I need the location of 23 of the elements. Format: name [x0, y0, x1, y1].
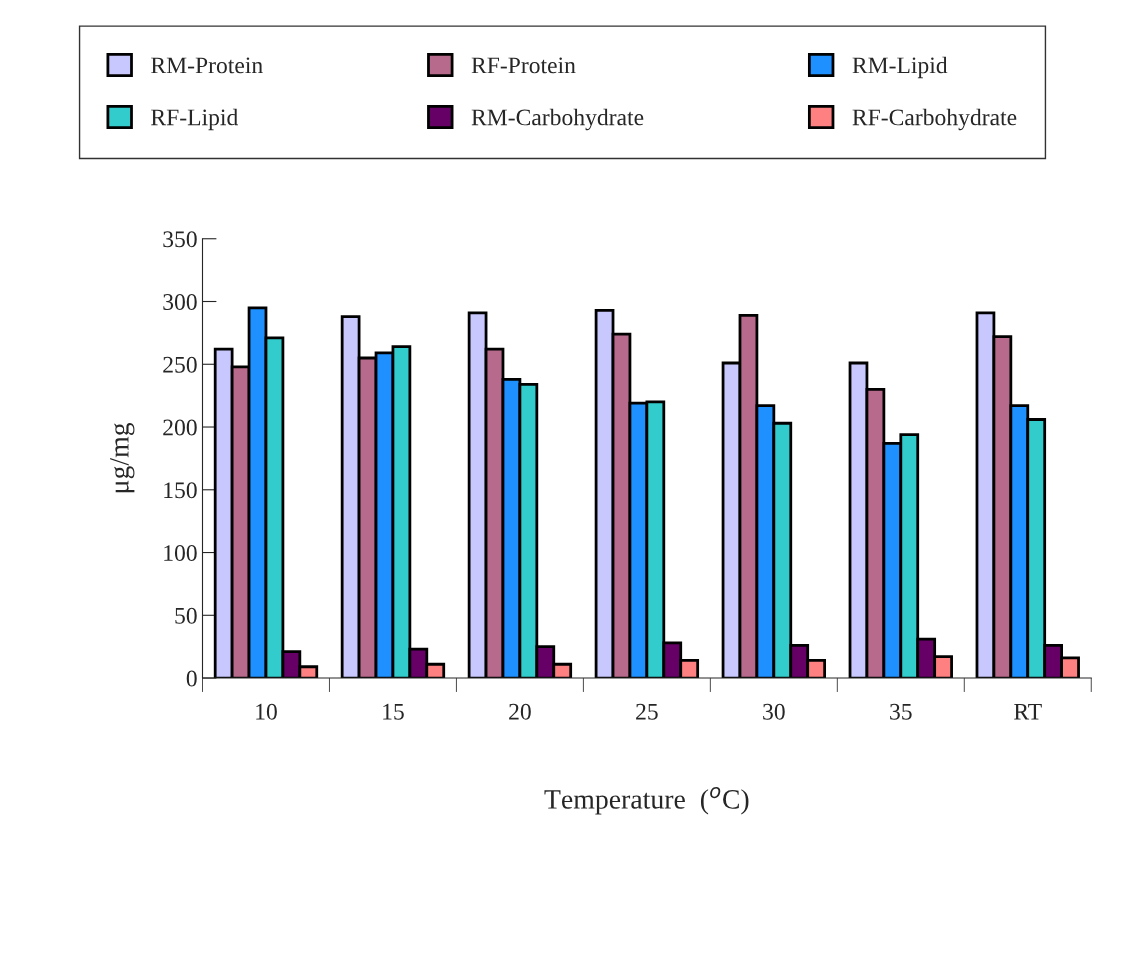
- x-tick-label: 15: [383, 703, 404, 720]
- x-tick-label: 30: [763, 703, 785, 720]
- y-tick-label: 350: [163, 231, 197, 248]
- x-tick-label: 20: [509, 703, 531, 720]
- x-tick-label: 10: [256, 703, 277, 720]
- y-tick-label: 150: [164, 482, 197, 499]
- y-tick-label: 0: [186, 670, 197, 687]
- y-tick-label: 50: [175, 607, 197, 624]
- legend-label: RM-Protein: [151, 57, 263, 74]
- x-axis-title: Temperature ($^{o}$C): [544, 786, 749, 815]
- y-axis-title: μg/mg: [110, 422, 135, 493]
- x-tick-label: 35: [890, 703, 912, 720]
- y-tick-label: 200: [163, 419, 197, 436]
- legend-label: RM-Lipid: [852, 56, 948, 79]
- legend-label: RF-Protein: [471, 57, 576, 74]
- legend-label: RF-Carbohydrate: [852, 108, 1017, 131]
- y-tick-label: 100: [164, 545, 197, 561]
- x-tick-label: RT: [1014, 703, 1042, 720]
- legend-label: RF-Lipid: [151, 108, 238, 131]
- y-tick-label: 250: [163, 356, 197, 373]
- legend-label: RM-Carbohydrate: [471, 108, 644, 131]
- x-tick-label: 25: [636, 703, 658, 720]
- y-tick-label: 300: [163, 294, 197, 310]
